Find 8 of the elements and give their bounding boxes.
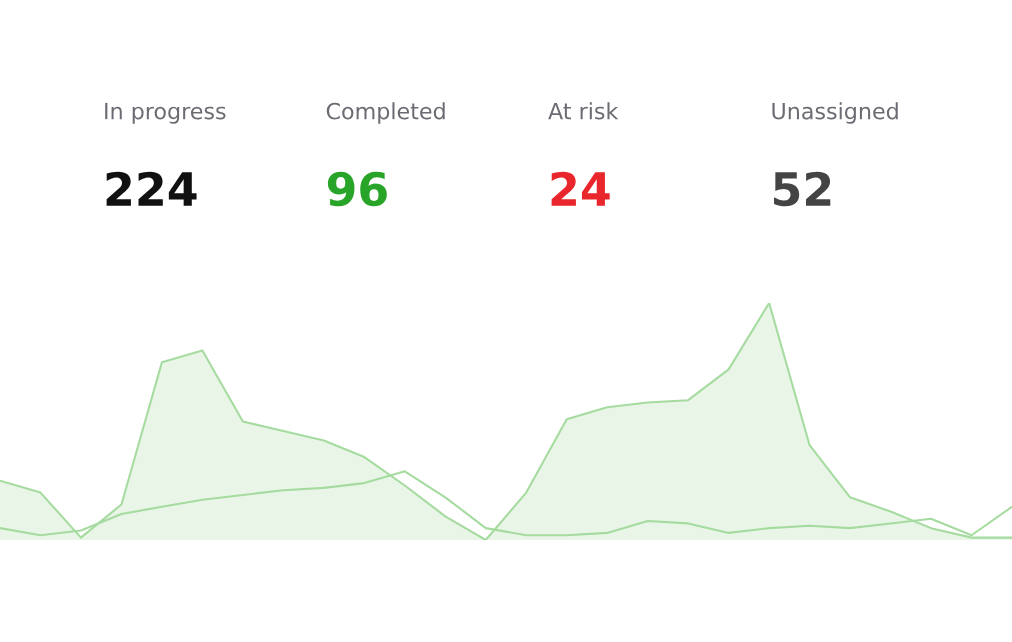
data-label: 224: [106, 171, 197, 206]
data-label: 96: [327, 171, 387, 207]
category-label: In progress: [105, 102, 226, 124]
category-label: Completed: [326, 102, 445, 124]
category-label: At risk: [548, 102, 619, 120]
category-label: Unassigned: [772, 102, 898, 124]
data-label: 52: [774, 171, 831, 207]
data-label: 24: [551, 171, 610, 206]
